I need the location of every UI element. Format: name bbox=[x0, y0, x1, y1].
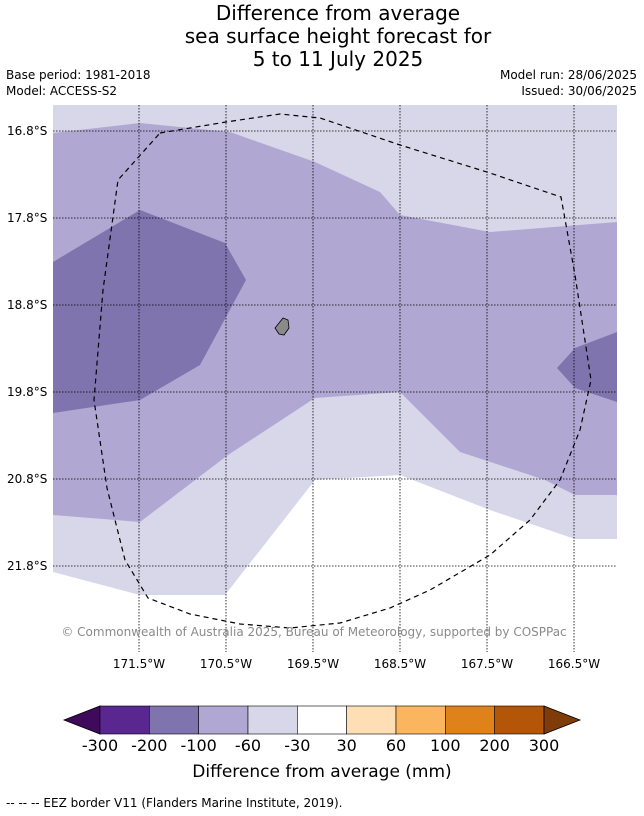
copyright-credit: © Commonwealth of Australia 2025, Bureau… bbox=[61, 625, 567, 639]
island-land bbox=[274, 317, 290, 336]
colorbar-segment bbox=[494, 705, 545, 735]
colorbar-segment bbox=[149, 705, 199, 735]
model-name: Model: ACCESS-S2 bbox=[6, 84, 118, 98]
contour-band-dark-east bbox=[557, 332, 617, 402]
lon-label: 166.5°W bbox=[547, 657, 601, 671]
colorbar-segment bbox=[346, 705, 397, 735]
colorbar-extension-high bbox=[543, 705, 582, 735]
colorbar-segment bbox=[395, 705, 446, 735]
colorbar-tick-label: -60 bbox=[234, 736, 262, 755]
lat-label: 17.8°S bbox=[7, 211, 48, 225]
lon-label: 169.5°W bbox=[286, 657, 340, 671]
title-line-1: Difference from average bbox=[215, 1, 461, 25]
colorbar-tick-label: 30 bbox=[336, 736, 357, 755]
colorbar-segment bbox=[445, 705, 495, 735]
colorbar-tick-label: -200 bbox=[131, 736, 168, 755]
lat-label: 18.8°S bbox=[7, 298, 48, 312]
eez-border bbox=[93, 113, 592, 629]
colorbar-segment bbox=[198, 705, 249, 735]
lon-label: 167.5°W bbox=[460, 657, 514, 671]
colorbar bbox=[62, 705, 582, 735]
lon-label: 168.5°W bbox=[373, 657, 427, 671]
colorbar-tick-label: 300 bbox=[528, 736, 560, 755]
base-period: Base period: 1981-2018 bbox=[6, 68, 151, 82]
colorbar-tick-label: 200 bbox=[479, 736, 510, 755]
colorbar-segment bbox=[297, 705, 347, 735]
issued-date: Issued: 30/06/2025 bbox=[521, 84, 637, 98]
colorbar-segment bbox=[247, 705, 298, 735]
lat-label: 16.8°S bbox=[7, 124, 48, 138]
colorbar-tick-label: -100 bbox=[180, 736, 217, 755]
eez-footnote: -- -- -- EEZ border V11 (Flanders Marine… bbox=[6, 796, 343, 810]
lon-label: 171.5°W bbox=[112, 657, 166, 671]
contour-band-medium bbox=[53, 123, 617, 522]
colorbar-tick-label: 100 bbox=[430, 736, 461, 755]
map-title: Difference from average sea surface heig… bbox=[0, 2, 644, 71]
colorbar-tick-label: 60 bbox=[385, 736, 407, 755]
contour-band-dark-west bbox=[53, 210, 246, 413]
title-line-3: 5 to 11 July 2025 bbox=[252, 47, 424, 71]
lat-label: 21.8°S bbox=[7, 559, 48, 573]
colorbar-tick-label: -30 bbox=[284, 736, 311, 755]
lat-label: 20.8°S bbox=[7, 472, 48, 486]
lat-label: 19.8°S bbox=[7, 385, 48, 399]
colorbar-segment bbox=[99, 705, 150, 735]
graticule bbox=[53, 105, 617, 652]
colorbar-tick-label: -300 bbox=[81, 736, 119, 755]
title-line-2: sea surface height forecast for bbox=[184, 24, 492, 48]
colorbar-label: Difference from average (mm) bbox=[192, 762, 452, 782]
model-run: Model run: 28/06/2025 bbox=[499, 68, 637, 82]
colorbar-extension-low bbox=[62, 705, 101, 735]
lon-label: 170.5°W bbox=[199, 657, 253, 671]
meta-left: Base period: 1981-2018 Model: ACCESS-S2 bbox=[6, 67, 151, 99]
meta-right: Model run: 28/06/2025 Issued: 30/06/2025 bbox=[500, 67, 637, 99]
map-panel bbox=[53, 105, 617, 652]
anomaly-field bbox=[53, 105, 617, 611]
